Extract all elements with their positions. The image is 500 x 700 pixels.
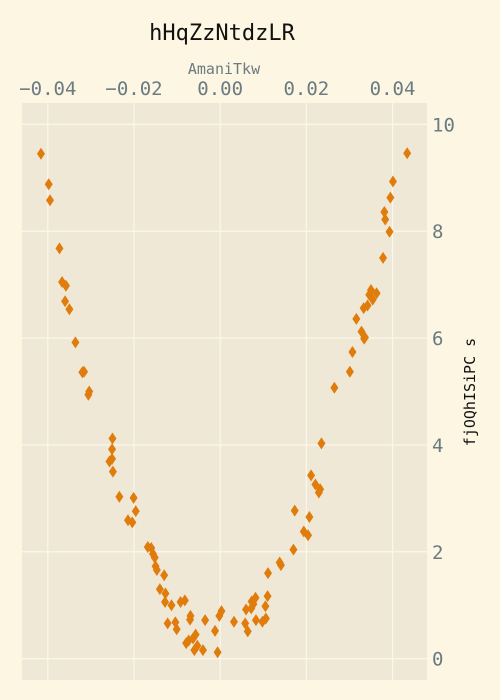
data-point	[403, 147, 412, 160]
x-tick-label: −0.04	[19, 78, 76, 100]
data-point	[131, 505, 140, 518]
data-point	[251, 614, 260, 627]
data-point	[115, 490, 124, 503]
y-axis-ticks: 0 2 4 6 8 10	[432, 114, 455, 670]
data-point	[386, 191, 395, 204]
data-point	[290, 504, 299, 517]
data-point	[44, 178, 53, 191]
data-point	[330, 381, 339, 394]
data-point	[263, 590, 272, 603]
data-point	[264, 567, 273, 580]
data-point	[61, 295, 70, 308]
data-point	[316, 483, 325, 496]
data-point	[46, 194, 55, 207]
data-point	[388, 175, 397, 188]
grid-lines	[22, 103, 427, 680]
data-point	[167, 599, 176, 612]
data-point	[128, 516, 137, 529]
data-point	[304, 529, 313, 542]
data-point	[108, 452, 117, 465]
y-tick-label: 6	[432, 328, 443, 350]
x-axis-ticks: −0.04 −0.02 0.00 0.02 0.04	[19, 78, 415, 100]
data-point	[198, 644, 207, 657]
data-point	[211, 624, 220, 637]
plot-area	[22, 103, 427, 680]
data-point	[36, 147, 45, 160]
data-point	[180, 594, 189, 607]
data-point	[385, 225, 394, 238]
data-point	[193, 639, 202, 652]
data-point	[276, 559, 285, 572]
data-point	[191, 628, 200, 641]
y-tick-label: 0	[432, 649, 443, 671]
data-point	[305, 511, 314, 524]
data-point	[261, 612, 270, 625]
data-point	[108, 443, 117, 456]
data-point	[55, 242, 64, 255]
data-point	[289, 543, 298, 556]
data-point	[217, 605, 226, 618]
data-point	[80, 365, 89, 378]
data-point	[155, 583, 164, 596]
data-point	[363, 299, 372, 312]
data-point	[150, 551, 159, 564]
data-point	[186, 609, 195, 622]
data-point	[368, 293, 377, 306]
data-point	[360, 331, 369, 344]
data-point	[160, 569, 169, 582]
y-tick-label: 8	[432, 221, 443, 243]
y-tick-label: 2	[432, 542, 443, 564]
data-point	[379, 251, 388, 264]
data-point	[345, 365, 354, 378]
data-point	[317, 437, 326, 450]
data-point	[163, 617, 172, 630]
data-point	[307, 469, 316, 482]
data-point	[213, 646, 222, 659]
x-tick-label: 0.04	[370, 78, 416, 100]
data-point	[71, 336, 80, 349]
data-point	[251, 591, 260, 604]
data-point	[152, 563, 161, 576]
x-tick-label: −0.02	[105, 78, 162, 100]
x-tick-label: 0.02	[283, 78, 329, 100]
data-point	[108, 465, 117, 478]
x-axis-label: AmaniTkw	[188, 60, 261, 78]
data-point	[380, 205, 389, 218]
data-point	[352, 312, 361, 325]
data-point	[85, 385, 94, 398]
data-point	[65, 303, 74, 316]
data-point	[249, 598, 258, 611]
data-point	[161, 587, 170, 600]
y-axis-label: fjOQhISiPC s	[461, 338, 479, 446]
y-tick-label: 10	[432, 114, 455, 136]
data-point	[243, 625, 252, 638]
data-point	[372, 287, 381, 300]
data-point	[108, 432, 117, 445]
data-point	[348, 345, 357, 358]
data-point	[261, 600, 270, 613]
data-point	[129, 491, 138, 504]
data-point	[381, 213, 390, 226]
data-point	[161, 595, 170, 608]
scatter-points	[36, 147, 412, 659]
data-point	[172, 623, 181, 636]
data-point	[201, 614, 210, 627]
data-point	[61, 279, 70, 292]
data-point	[229, 615, 238, 628]
data-point	[242, 603, 251, 616]
chart-title: hHqZzNtdzLR	[149, 21, 295, 46]
y-tick-label: 4	[432, 435, 443, 457]
x-tick-label: 0.00	[197, 78, 243, 100]
